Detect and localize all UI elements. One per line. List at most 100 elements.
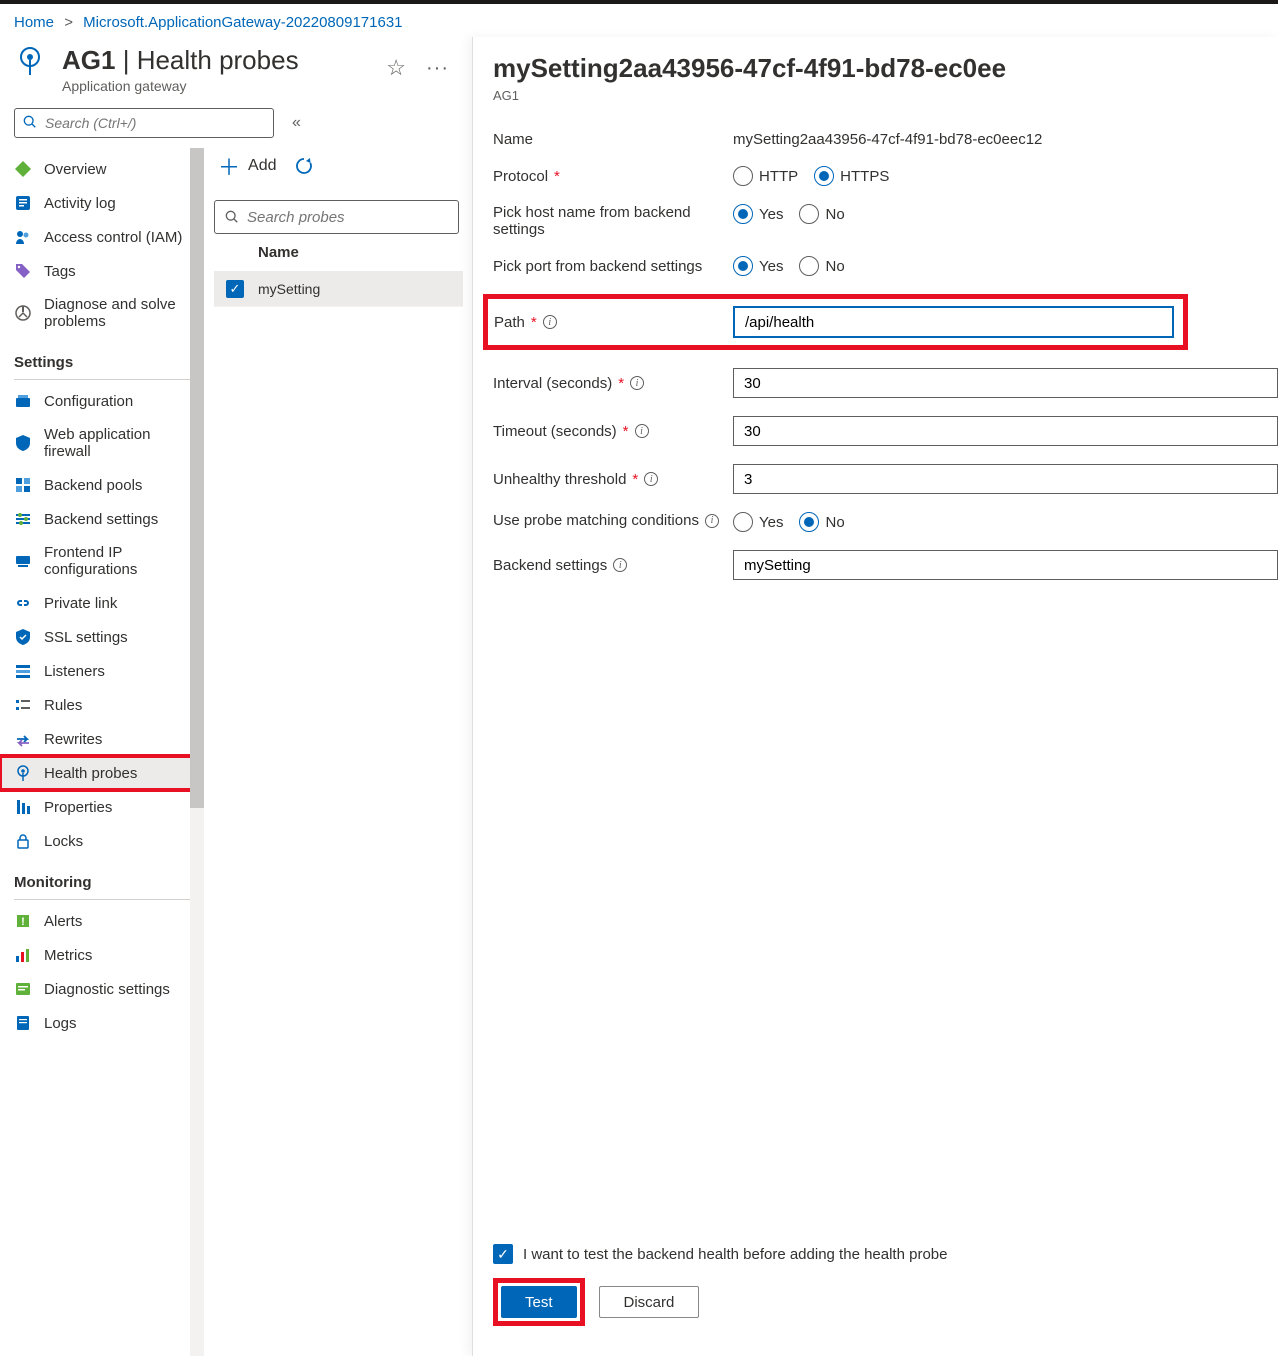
sidebar-item-activity-log[interactable]: Activity log — [0, 186, 204, 220]
backend-settings-input[interactable] — [733, 550, 1278, 580]
label-path: Path — [494, 314, 525, 331]
sidebar-item-locks[interactable]: Locks — [0, 824, 204, 858]
metrics-icon — [14, 946, 32, 964]
breadcrumb: Home > Microsoft.ApplicationGateway-2022… — [0, 4, 1278, 37]
radio-pickhost-yes[interactable]: Yes — [733, 204, 783, 224]
row-name: mySetting — [258, 281, 320, 297]
sidebar-item-iam[interactable]: Access control (IAM) — [0, 220, 204, 254]
breadcrumb-home[interactable]: Home — [14, 14, 54, 31]
label-backend: Backend settings — [493, 557, 607, 574]
info-icon[interactable]: i — [613, 558, 627, 572]
sidebar-item-diagnose[interactable]: Diagnose and solve problems — [0, 288, 204, 338]
section-settings: Settings — [0, 338, 204, 377]
activity-log-icon — [14, 194, 32, 212]
sidebar-item-label: Alerts — [44, 913, 82, 930]
sidebar-item-properties[interactable]: Properties — [0, 790, 204, 824]
probe-search-box[interactable] — [214, 200, 459, 234]
diag-settings-icon — [14, 980, 32, 998]
nav-search-box[interactable] — [14, 108, 274, 138]
sidebar-item-backend-pools[interactable]: Backend pools — [0, 468, 204, 502]
sidebar-item-configuration[interactable]: Configuration — [0, 384, 204, 418]
sidebar-item-label: SSL settings — [44, 629, 128, 646]
label-name: Name — [493, 131, 733, 148]
sidebar-item-backend-settings[interactable]: Backend settings — [0, 502, 204, 536]
sidebar-item-rewrites[interactable]: Rewrites — [0, 722, 204, 756]
sidebar-item-label: Overview — [44, 161, 107, 178]
sidebar-item-rules[interactable]: Rules — [0, 688, 204, 722]
collapse-nav-icon[interactable]: « — [292, 114, 301, 132]
sidebar-item-listeners[interactable]: Listeners — [0, 654, 204, 688]
divider — [14, 899, 190, 900]
radio-https[interactable]: HTTPS — [814, 166, 889, 186]
application-gateway-icon — [14, 45, 46, 80]
blade-subtitle: AG1 — [493, 88, 1258, 103]
sidebar-item-label: Diagnose and solve problems — [44, 296, 190, 330]
sidebar-item-label: Web application firewall — [44, 426, 190, 460]
sidebar-item-label: Frontend IP configurations — [44, 544, 190, 578]
test-before-add-checkbox[interactable]: ✓ I want to test the backend health befo… — [493, 1244, 1258, 1264]
nav-search-input[interactable] — [45, 115, 265, 131]
info-icon[interactable]: i — [635, 424, 649, 438]
path-row-highlight: Path * i — [483, 294, 1188, 350]
sidebar-item-label: Health probes — [44, 765, 137, 782]
backend-settings-icon — [14, 510, 32, 528]
sidebar-item-logs[interactable]: Logs — [0, 1006, 204, 1040]
locks-icon — [14, 832, 32, 850]
add-button[interactable]: ＋ Add — [218, 150, 276, 182]
label-matching: Use probe matching conditions — [493, 512, 699, 529]
favorite-star-icon[interactable]: ☆ — [386, 55, 406, 81]
info-icon[interactable]: i — [705, 514, 719, 528]
resource-type-label: Application gateway — [62, 78, 370, 94]
sidebar-item-private-link[interactable]: Private link — [0, 586, 204, 620]
private-link-icon — [14, 594, 32, 612]
sidebar-item-label: Rewrites — [44, 731, 102, 748]
radio-http[interactable]: HTTP — [733, 166, 798, 186]
add-label: Add — [248, 157, 276, 175]
sidebar-item-health-probes[interactable]: Health probes — [0, 756, 204, 790]
radio-pickhost-no[interactable]: No — [799, 204, 844, 224]
radio-pickport-no[interactable]: No — [799, 256, 844, 276]
overview-icon — [14, 160, 32, 178]
sidebar-item-metrics[interactable]: Metrics — [0, 938, 204, 972]
interval-input[interactable] — [733, 368, 1278, 398]
probe-search-input[interactable] — [247, 209, 448, 226]
sidebar-item-label: Properties — [44, 799, 112, 816]
tags-icon — [14, 262, 32, 280]
row-checkbox[interactable]: ✓ — [226, 280, 244, 298]
table-header: Name — [214, 234, 463, 272]
info-icon[interactable]: i — [630, 376, 644, 390]
sidebar-item-alerts[interactable]: !Alerts — [0, 904, 204, 938]
breadcrumb-item[interactable]: Microsoft.ApplicationGateway-20220809171… — [83, 14, 402, 31]
info-icon[interactable]: i — [644, 472, 658, 486]
sidebar-item-overview[interactable]: Overview — [0, 152, 204, 186]
health-probes-icon — [14, 764, 32, 782]
path-input[interactable] — [734, 307, 1173, 337]
label-pick-port: Pick port from backend settings — [493, 258, 733, 275]
required-icon: * — [632, 471, 638, 488]
iam-icon — [14, 228, 32, 246]
scrollbar-thumb[interactable] — [190, 148, 204, 808]
sidebar-item-tags[interactable]: Tags — [0, 254, 204, 288]
sidebar-item-ssl[interactable]: SSL settings — [0, 620, 204, 654]
plus-icon: ＋ — [218, 150, 240, 182]
search-icon — [225, 210, 239, 224]
timeout-input[interactable] — [733, 416, 1278, 446]
discard-button[interactable]: Discard — [599, 1286, 700, 1318]
info-icon[interactable]: i — [543, 315, 557, 329]
more-menu-icon[interactable]: ··· — [426, 57, 449, 80]
backend-pools-icon — [14, 476, 32, 494]
sidebar-item-frontend-ip[interactable]: Frontend IP configurations — [0, 536, 204, 586]
sidebar-item-waf[interactable]: Web application firewall — [0, 418, 204, 468]
properties-icon — [14, 798, 32, 816]
radio-matching-no[interactable]: No — [799, 512, 844, 532]
threshold-input[interactable] — [733, 464, 1278, 494]
sidebar-item-label: Metrics — [44, 947, 92, 964]
sidebar-item-diag-settings[interactable]: Diagnostic settings — [0, 972, 204, 1006]
test-button[interactable]: Test — [501, 1286, 577, 1318]
radio-pickport-yes[interactable]: Yes — [733, 256, 783, 276]
refresh-button[interactable] — [294, 156, 314, 176]
sidebar-item-label: Access control (IAM) — [44, 229, 182, 246]
value-name: mySetting2aa43956-47cf-4f91-bd78-ec0eec1… — [733, 131, 1042, 148]
radio-matching-yes[interactable]: Yes — [733, 512, 783, 532]
table-row[interactable]: ✓ mySetting — [214, 272, 463, 307]
